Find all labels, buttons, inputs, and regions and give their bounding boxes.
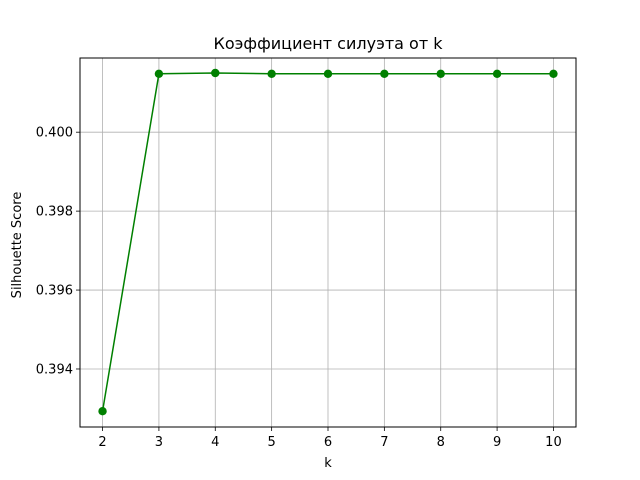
series-layer: [98, 68, 558, 416]
data-point: [436, 69, 445, 78]
data-point: [549, 69, 558, 78]
x-tick-label: 8: [437, 435, 445, 450]
data-point: [98, 407, 107, 416]
data-point: [380, 69, 389, 78]
y-axis-title: Silhouette Score: [10, 192, 25, 299]
x-tick-label: 7: [380, 435, 388, 450]
x-tick-label: 2: [98, 435, 106, 450]
x-tick-label: 5: [267, 435, 275, 450]
y-tick-label: 0.396: [36, 284, 73, 299]
x-tick-label: 6: [324, 435, 332, 450]
data-point: [267, 69, 276, 78]
grid-lines: [80, 58, 576, 427]
x-axis-title: k: [324, 456, 332, 471]
x-tick-label: 10: [545, 435, 562, 450]
data-point: [211, 68, 220, 78]
tick-layer: 2 3 4 5 6 7 8 9 10 0.394 0.396 0.398 0.400: [36, 126, 562, 450]
y-tick-label: 0.394: [36, 362, 73, 377]
x-tick-label: 3: [155, 435, 163, 450]
chart-title: Коэффициент силуэта от k: [213, 34, 443, 53]
data-point: [154, 69, 164, 78]
data-point: [323, 69, 333, 78]
y-tick-label: 0.398: [36, 205, 73, 220]
x-tick-label: 9: [493, 435, 501, 450]
data-point: [492, 69, 502, 78]
y-tick-label: 0.400: [36, 126, 73, 141]
x-tick-label: 4: [211, 435, 219, 450]
